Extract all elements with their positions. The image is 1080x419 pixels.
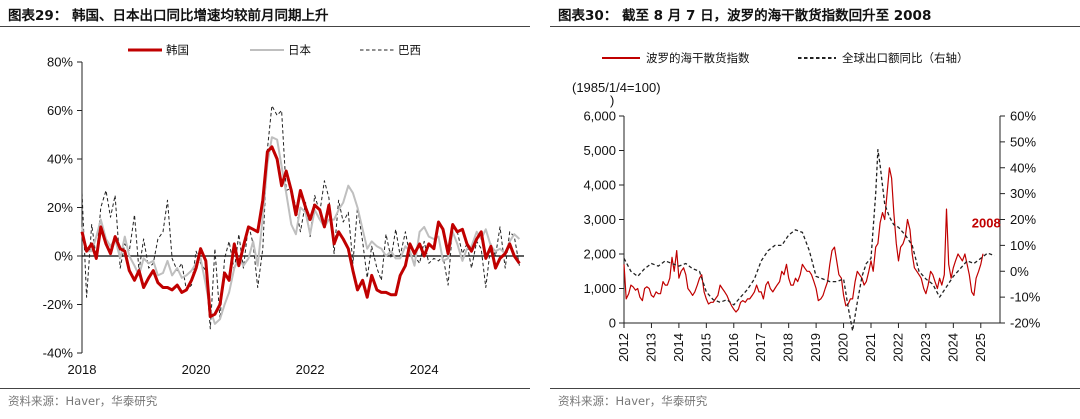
x-tick-label: 2013 [643,333,658,362]
x-tick-label: 2016 [726,333,741,362]
x-tick-label: 2018 [68,362,97,377]
y-tick-label: 40% [47,152,73,167]
x-tick-label: 2020 [836,333,851,362]
source-rule [0,388,530,389]
legend-label-3: 巴西 [398,43,421,57]
right-tick-label: 0% [1010,264,1029,279]
x-tick-label: 2019 [808,333,823,362]
x-tick-label: 2020 [182,362,211,377]
right-tick-label: 50% [1010,134,1036,149]
x-tick-label: 2022 [890,333,905,362]
right-tick-label: -20% [1010,316,1041,331]
unit-note-tail: ) [610,93,614,108]
source-note: 资料来源：Haver，华泰研究 [558,394,708,408]
series-line-2 [81,136,521,325]
left-tick-label: 4,000 [583,178,616,193]
legend: 韩国 日本 巴西 [128,43,421,57]
figure-title: 图表29： 韩国、日本出口同比增速均较前月同期上升 [8,8,329,24]
right-tick-label: 30% [1010,186,1036,201]
x-tick-label: 2021 [863,333,878,362]
latest-value-annotation: 2008 [972,216,1001,231]
right-tick-label: -10% [1010,290,1041,305]
source-rule [550,388,1080,389]
series-line-1 [80,145,521,319]
right-tick-label: 60% [1010,109,1036,124]
left-tick-label: 2,000 [583,247,616,262]
series-line-2 [623,148,995,332]
y-tick-label: 80% [47,55,73,70]
right-tick-label: 20% [1010,212,1036,227]
series-line-3 [81,105,520,330]
x-tick-label: 2015 [698,333,713,362]
x-tick-label: 2012 [616,333,631,362]
chart-panel-baltic-dry-index: 图表30： 截至 8 月 7 日，波罗的海干散货指数回升至 2008 波罗的海干… [550,0,1080,419]
legend-label-1: 韩国 [166,43,189,57]
line-chart: 韩国 日本 巴西 80% 60% 40% 20% 0% -20% -40%2018 2020 2022… [43,43,524,377]
y-tick-label: -40% [43,346,74,361]
y-tick-label: -20% [43,297,74,312]
y-tick-label: 60% [47,103,73,118]
left-tick-label: 1,000 [583,281,616,296]
x-tick-label: 2024 [410,362,439,377]
left-tick-label: 0 [609,316,616,331]
series-line-1 [623,167,984,313]
legend-label-2: 日本 [288,43,311,57]
x-tick-label: 2024 [945,333,960,362]
unit-note: (1985/1/4=100) [572,80,661,95]
legend-label-2: 全球出口额同比（右轴） [842,51,969,65]
legend: 波罗的海干散货指数 全球出口额同比（右轴） [602,51,969,65]
title-rule [550,26,1080,27]
figure-title: 图表30： 截至 8 月 7 日，波罗的海干散货指数回升至 2008 [558,8,932,24]
x-tick-label: 2018 [781,333,796,362]
chart-panel-korea-japan-exports: 图表29： 韩国、日本出口同比增速均较前月同期上升 韩国 日本 巴西 80% 60% 40… [0,0,530,419]
left-tick-label: 5,000 [583,143,616,158]
x-tick-label: 2017 [753,333,768,362]
right-tick-label: 40% [1010,160,1036,175]
x-tick-label: 2022 [296,362,325,377]
y-tick-label: 0% [54,249,73,264]
left-tick-label: 3,000 [583,212,616,227]
x-tick-label: 2023 [918,333,933,362]
title-rule [0,26,530,27]
left-tick-label: 6,000 [583,109,616,124]
x-tick-label: 2025 [973,333,988,362]
legend-label-1: 波罗的海干散货指数 [646,51,750,65]
y-tick-label: 20% [47,200,73,215]
dual-axis-line-chart: 波罗的海干散货指数 全球出口额同比（右轴） (1985/1/4=100))6,000… [572,51,1041,362]
source-note: 资料来源：Haver，华泰研究 [8,394,158,408]
right-tick-label: 10% [1010,238,1036,253]
x-tick-label: 2014 [671,333,686,362]
